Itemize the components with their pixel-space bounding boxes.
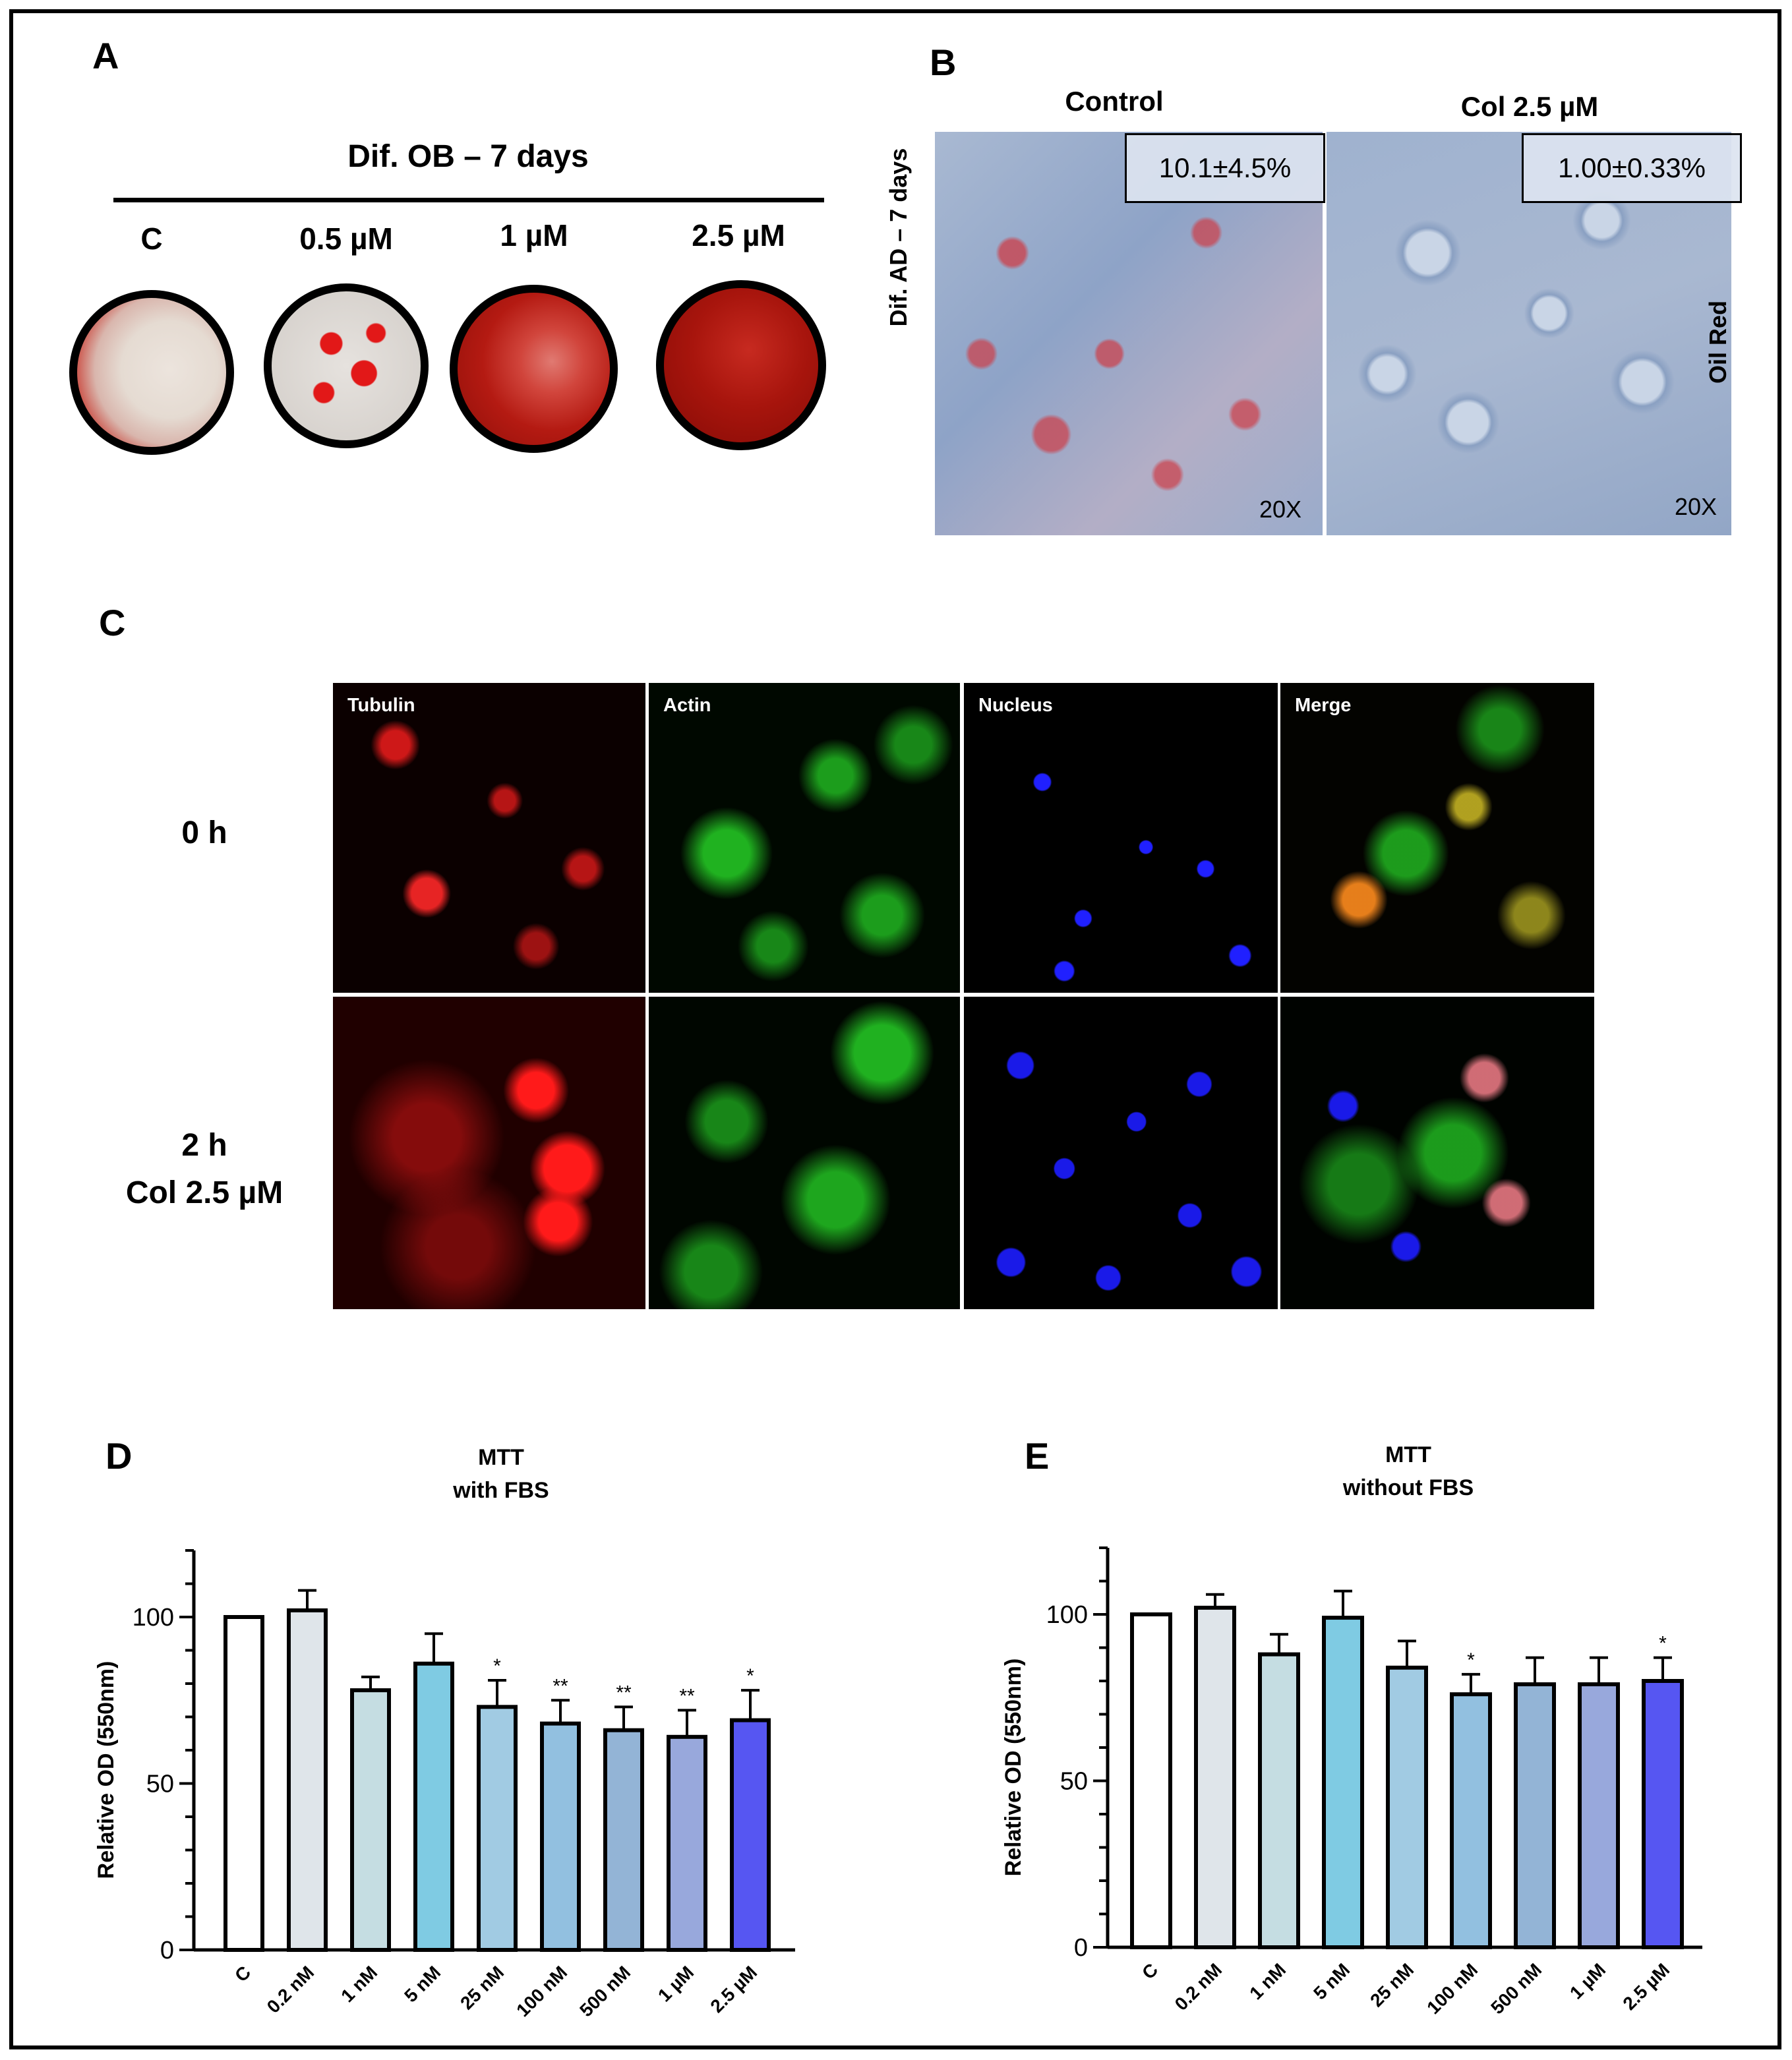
y-axis-label: Relative OD (550nm): [1001, 1659, 1026, 1877]
dish-label: 2.5 µM: [692, 218, 785, 252]
dish-label: 0.5 µM: [299, 221, 393, 256]
bar: [287, 1608, 328, 1952]
x-tick-label: 100 nM: [512, 1962, 571, 2020]
bar: [667, 1734, 707, 1953]
significance-marker: **: [679, 1685, 695, 1707]
figure-frame: [9, 9, 1781, 2049]
channel-label: Actin: [663, 695, 711, 716]
bar: [350, 1688, 391, 1953]
chart-subtitle: with FBS: [452, 1478, 549, 1503]
y-tick-label: 100: [1046, 1601, 1088, 1629]
significance-marker: **: [616, 1682, 632, 1703]
y-tick-label: 50: [146, 1771, 174, 1798]
quant-box-colchicine: 1.00±0.33%: [1522, 133, 1742, 203]
row-label-0h: 0 h: [181, 815, 227, 850]
x-tick-label: 500 nM: [1487, 1959, 1545, 2018]
chart-title: MTT: [478, 1445, 524, 1470]
x-tick-label: 25 nM: [456, 1962, 508, 2013]
channel-label: Merge: [1295, 695, 1352, 716]
y-tick-label: 100: [133, 1604, 174, 1632]
chart-title: MTT: [1385, 1442, 1431, 1467]
x-tick-label: 0.2 nM: [1171, 1959, 1226, 2015]
panel-e-letter: E: [1025, 1435, 1050, 1477]
micrograph-merge-0h: Merge: [1280, 683, 1594, 993]
x-tick-label: 5 nM: [1309, 1959, 1354, 2003]
x-tick-label: 1 µM: [1566, 1959, 1609, 2003]
panel-d-letter: D: [105, 1435, 133, 1477]
x-tick-label: C: [231, 1962, 254, 1986]
image-title-colchicine: Col 2.5 µM: [1460, 91, 1599, 122]
channel-label: Nucleus: [978, 695, 1053, 716]
significance-marker: *: [746, 1665, 754, 1687]
panel-c-letter: C: [99, 602, 126, 643]
panel-a-title: Dif. OB – 7 days: [347, 139, 589, 174]
chart-subtitle: without FBS: [1342, 1475, 1474, 1500]
significance-marker: *: [493, 1655, 501, 1677]
micrograph-nucleus-0h: Nucleus: [964, 683, 1278, 993]
bar: [1130, 1612, 1172, 1949]
bar: [603, 1728, 644, 1952]
bar: [1450, 1692, 1492, 1949]
significance-marker: **: [553, 1675, 568, 1697]
x-tick-label: 5 nM: [400, 1962, 444, 2006]
bar: [1194, 1605, 1236, 1949]
x-tick-label: 0.2 nM: [263, 1962, 318, 2017]
bar: [1642, 1679, 1684, 1949]
y-tick-label: 0: [160, 1937, 174, 1964]
dish-label: 1 µM: [500, 218, 568, 252]
quant-box-control: 10.1±4.5%: [1125, 133, 1325, 203]
micrograph-tubulin-2h: [333, 997, 645, 1309]
panel-a-letter: A: [92, 35, 119, 76]
x-tick-label: C: [1138, 1959, 1162, 1983]
channel-label: Tubulin: [347, 695, 415, 716]
micrograph-nucleus-2h: [964, 997, 1278, 1309]
bar: [1258, 1652, 1300, 1950]
image-title-control: Control: [1065, 86, 1164, 117]
x-tick-label: 1 µM: [654, 1962, 698, 2005]
bar: [540, 1721, 581, 1953]
bar: [1514, 1682, 1556, 1950]
magnification-label: 20X: [1675, 493, 1717, 520]
x-tick-label: 100 nM: [1423, 1959, 1481, 2018]
bar: [224, 1615, 264, 1952]
x-tick-label: 500 nM: [576, 1962, 634, 2020]
bar: [413, 1661, 454, 1952]
bar: [1578, 1682, 1620, 1950]
bar: [477, 1705, 518, 1953]
x-tick-label: 1 nM: [337, 1962, 381, 2006]
micrograph-merge-2h: [1280, 997, 1594, 1309]
dish-label: C: [140, 221, 163, 256]
micrograph-actin-0h: Actin: [649, 683, 960, 993]
x-tick-label: 2.5 µM: [1619, 1959, 1673, 2014]
bar: [1386, 1665, 1428, 1950]
x-tick-label: 25 nM: [1366, 1959, 1418, 2011]
micrograph-tubulin-0h: Tubulin: [333, 683, 645, 993]
row-label-2h: 2 h: [181, 1128, 227, 1163]
significance-marker: *: [1467, 1649, 1475, 1671]
row-label-col: Col 2.5 µM: [125, 1175, 284, 1210]
significance-marker: *: [1659, 1633, 1667, 1655]
bar: [730, 1718, 771, 1953]
x-tick-label: 2.5 µM: [706, 1962, 761, 2016]
bar: [1322, 1616, 1364, 1950]
magnification-label: 20X: [1259, 496, 1302, 523]
y-tick-label: 50: [1060, 1768, 1088, 1796]
panel-b-letter: B: [930, 42, 957, 83]
y-axis-label: Relative OD (550nm): [94, 1661, 119, 1879]
chart-mtt-with-fbs: MTT with FBS 0 50 100 Relative OD (550nm) C 0.2…: [94, 1445, 795, 2020]
x-tick-label: 1 nM: [1245, 1959, 1290, 2003]
micrograph-actin-2h: [649, 997, 960, 1309]
chart-mtt-without-fbs: MTT without FBS 0 50 100 Relative OD (550nm) C…: [1001, 1442, 1702, 2018]
panel-a-rule: [113, 198, 824, 202]
y-tick-label: 0: [1074, 1934, 1088, 1962]
